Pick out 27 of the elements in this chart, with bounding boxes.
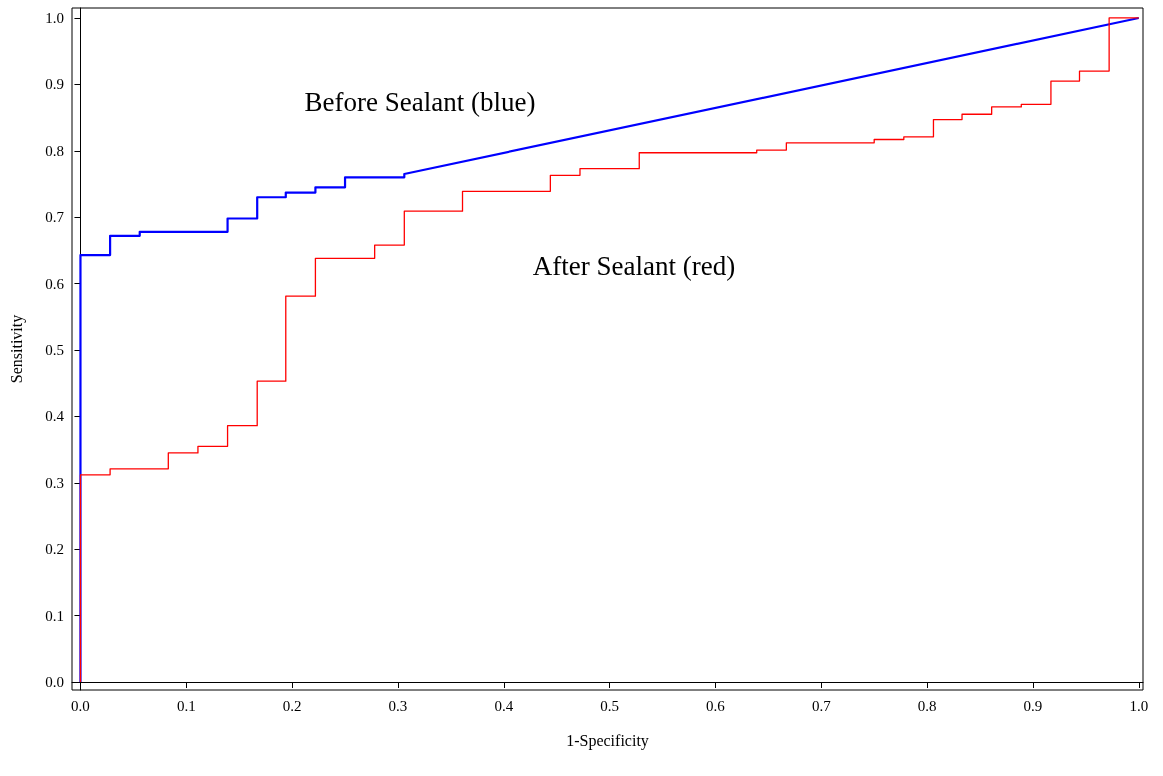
y-tick-label: 0.6 (45, 275, 65, 292)
x-tick-label: 0.1 (176, 697, 196, 714)
y-axis-title: Sensitivity (7, 314, 26, 384)
y-tick-label: 1.0 (45, 9, 64, 26)
y-tick-label: 0.5 (45, 342, 64, 358)
x-tick-label: 0.7 (811, 697, 832, 714)
y-tick-label: 0.1 (45, 607, 64, 624)
annotation: Before Sealant (blue) (304, 87, 536, 117)
x-tick-label: 0.9 (1023, 697, 1043, 714)
annotation: After Sealant (red) (532, 251, 736, 281)
x-tick-label: 0.2 (282, 697, 302, 714)
y-tick-label: 0.2 (45, 541, 64, 558)
y-tick-label: 0.4 (45, 408, 65, 425)
x-tick-label: 0.5 (600, 697, 619, 714)
y-tick-label: 0.8 (45, 142, 64, 159)
y-tick-label: 0.3 (45, 474, 64, 491)
line-series (79, 16, 1140, 684)
x-tick-label: 0.0 (71, 697, 90, 714)
x-tick-label: 0.4 (494, 697, 514, 714)
y-tick-label: 0.0 (45, 674, 64, 691)
x-axis-title: 1-Specificity (566, 731, 649, 750)
x-tick-label: 0.6 (706, 697, 726, 714)
x-tick-label: 0.8 (917, 697, 937, 714)
x-tick-label: 1.0 (1129, 697, 1149, 714)
x-tick-label: 0.3 (388, 697, 408, 714)
y-tick-label: 0.9 (45, 76, 64, 93)
y-tick-label: 0.7 (45, 209, 65, 226)
